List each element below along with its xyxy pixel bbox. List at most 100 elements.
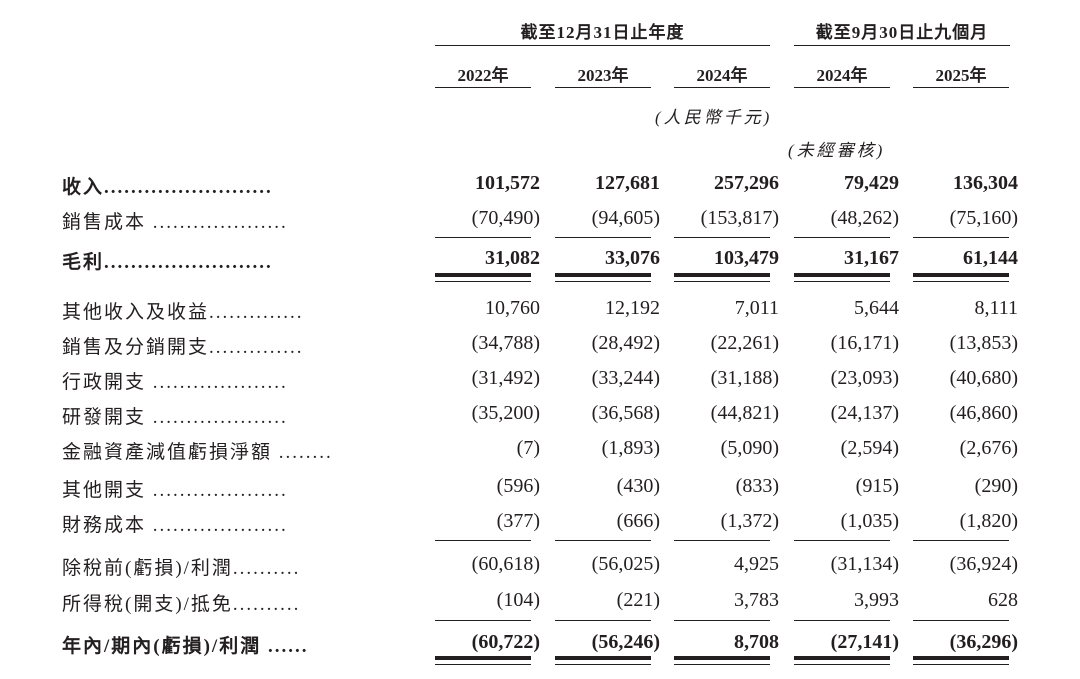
cell-value: 5,644 (789, 297, 899, 320)
cell-number: (31,492) (471, 367, 540, 389)
subtotal-rule (913, 620, 1009, 621)
cell-value: 61,144 (908, 247, 1018, 270)
cell-value: (5,090) (669, 437, 779, 460)
cell-number: (1,893) (601, 437, 660, 459)
cell-number: (13,853) (949, 332, 1018, 354)
cell-number: (290) (974, 475, 1018, 497)
subtotal-rule (555, 620, 651, 621)
subtotal-rule (674, 620, 770, 621)
total-rule-thick (555, 273, 651, 277)
total-rule-thin (435, 281, 531, 282)
row-label: 除稅前(虧損)/利潤.......... (62, 558, 301, 579)
divider (435, 45, 770, 46)
row-label: 所得稅(開支)/抵免.......... (62, 594, 301, 615)
total-rule-thick (794, 656, 890, 660)
total-rule-thin (674, 281, 770, 282)
divider (913, 87, 1009, 88)
total-rule-thin (555, 281, 651, 282)
cell-value: 12,192 (550, 297, 660, 320)
subtotal-rule (674, 540, 770, 541)
row-label: 銷售成本 .................... (62, 212, 288, 233)
total-rule-thick (913, 656, 1009, 660)
cell-number: 31,082 (485, 247, 540, 269)
cell-number: (46,860) (949, 402, 1018, 424)
cell-value: (1,035) (789, 510, 899, 533)
cell-number: (94,605) (591, 207, 660, 229)
divider (794, 45, 1010, 46)
row-label: 研發開支 .................... (62, 407, 288, 428)
total-rule-thin (913, 281, 1009, 282)
cell-value: 8,708 (669, 631, 779, 654)
cell-value: 31,167 (789, 247, 899, 270)
cell-number: 101,572 (475, 172, 540, 194)
cell-number: (33,244) (591, 367, 660, 389)
cell-number: (16,171) (830, 332, 899, 354)
cell-number: 10,760 (485, 297, 540, 319)
unaudited-note: (未經審核) (788, 141, 886, 160)
cell-number: 257,296 (714, 172, 779, 194)
cell-value: (290) (908, 475, 1018, 498)
cell-value: (36,568) (550, 402, 660, 425)
cell-number: (2,676) (959, 437, 1018, 459)
cell-value: (60,722) (430, 631, 540, 654)
cell-value: 257,296 (669, 172, 779, 195)
cell-value: 31,082 (430, 247, 540, 270)
cell-number: (31,188) (710, 367, 779, 389)
cell-value: (2,676) (908, 437, 1018, 460)
subtotal-rule (913, 237, 1009, 238)
cell-number: (915) (855, 475, 899, 497)
row-label: 其他收入及收益.............. (62, 302, 304, 323)
cell-value: (40,680) (908, 367, 1018, 390)
subtotal-rule (794, 540, 890, 541)
cell-value: (56,025) (550, 553, 660, 576)
cell-value: (596) (430, 475, 540, 498)
cell-number: (40,680) (949, 367, 1018, 389)
row-label: 收入......................... (62, 177, 273, 198)
cell-number: 127,681 (595, 172, 660, 194)
cell-number: 628 (988, 589, 1018, 611)
cell-value: 4,925 (669, 553, 779, 576)
total-rule-thick (674, 656, 770, 660)
cell-value: 79,429 (789, 172, 899, 195)
cell-value: (7) (430, 437, 540, 460)
cell-value: 3,783 (669, 589, 779, 612)
cell-number: (1,820) (959, 510, 1018, 532)
row-label: 行政開支 .................... (62, 372, 288, 393)
cell-number: (35,200) (471, 402, 540, 424)
cell-value: 136,304 (908, 172, 1018, 195)
cell-number: (430) (616, 475, 660, 497)
cell-value: (27,141) (789, 631, 899, 654)
subtotal-rule (674, 237, 770, 238)
total-rule-thin (794, 664, 890, 665)
cell-value: 8,111 (908, 297, 1018, 320)
year-header: 2024年 (816, 66, 868, 85)
year-header: 2023年 (577, 66, 629, 85)
cell-number: 31,167 (844, 247, 899, 269)
cell-number: (7) (516, 437, 540, 459)
cell-value: (70,490) (430, 207, 540, 230)
group-header-nine-months: 截至9月30日止九個月 (815, 23, 989, 42)
cell-value: (666) (550, 510, 660, 533)
cell-number: 79,429 (844, 172, 899, 194)
cell-number: (36,568) (591, 402, 660, 424)
cell-number: (27,141) (830, 631, 899, 653)
subtotal-rule (913, 540, 1009, 541)
cell-number: (56,246) (591, 631, 660, 653)
cell-value: (221) (550, 589, 660, 612)
cell-number: (596) (496, 475, 540, 497)
cell-value: (2,594) (789, 437, 899, 460)
total-rule-thick (794, 273, 890, 277)
cell-value: (31,492) (430, 367, 540, 390)
row-label: 銷售及分銷開支.............. (62, 337, 304, 358)
cell-value: (13,853) (908, 332, 1018, 355)
cell-value: (36,924) (908, 553, 1018, 576)
cell-value: (1,820) (908, 510, 1018, 533)
cell-value: (60,618) (430, 553, 540, 576)
cell-value: (48,262) (789, 207, 899, 230)
cell-value: 7,011 (669, 297, 779, 320)
cell-number: 5,644 (854, 297, 899, 319)
cell-value: (44,821) (669, 402, 779, 425)
subtotal-rule (794, 620, 890, 621)
cell-number: (70,490) (471, 207, 540, 229)
total-rule-thick (674, 273, 770, 277)
